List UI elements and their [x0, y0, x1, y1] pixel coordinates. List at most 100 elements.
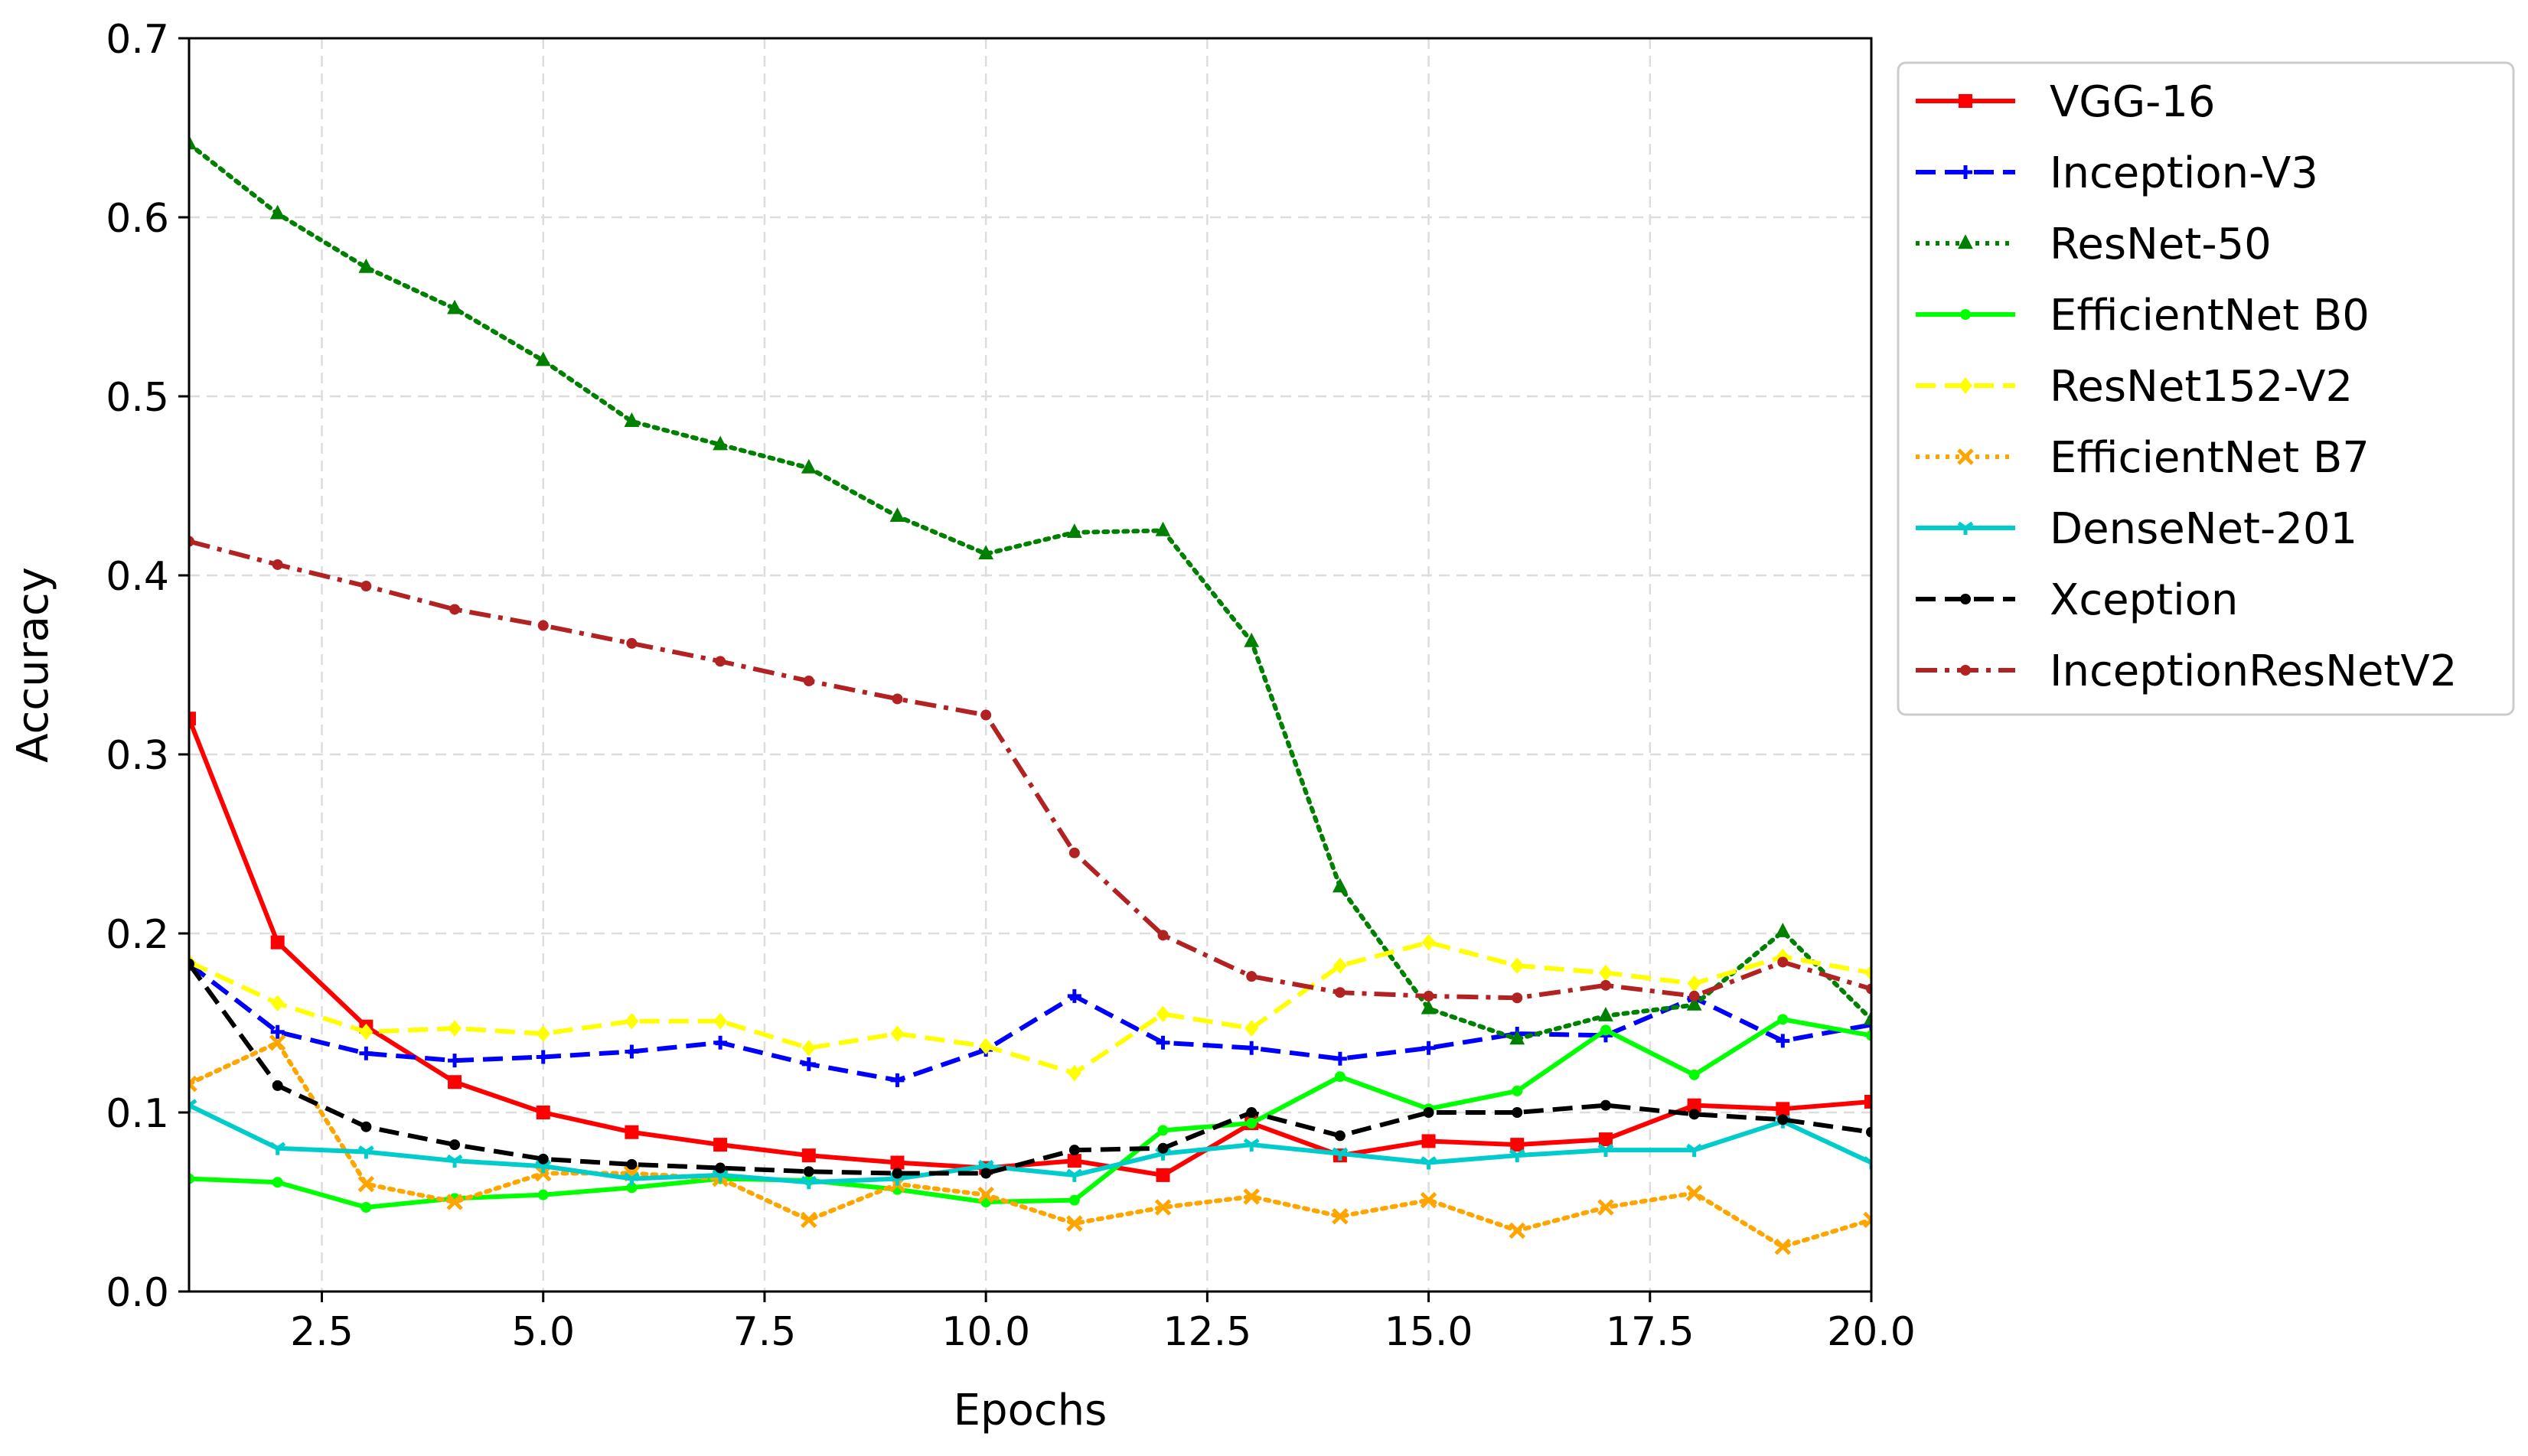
series-inception-v3	[189, 956, 1871, 1087]
series-line-resnet152-v2	[189, 940, 1871, 1076]
data-point	[1154, 1199, 1172, 1216]
data-point	[1687, 975, 1701, 992]
data-point	[713, 1035, 728, 1050]
data-point	[360, 581, 372, 592]
series-line-resnet-50	[189, 142, 1871, 1042]
data-point	[626, 1158, 638, 1170]
data-point	[623, 1172, 640, 1186]
data-point	[715, 656, 726, 667]
data-point	[978, 545, 994, 560]
data-point	[1686, 995, 1702, 1011]
data-point	[801, 1175, 817, 1190]
data-point	[1775, 922, 1791, 937]
legend-marker	[1959, 377, 1972, 394]
x-tick-label: 12.5	[1163, 1309, 1251, 1355]
data-point	[889, 507, 905, 522]
data-point	[1688, 1109, 1700, 1120]
data-point	[624, 412, 640, 427]
data-point	[272, 559, 283, 570]
data-point	[270, 995, 285, 1012]
axis-ticks: 2.5 5.0 7.5 10.0 12.5 15.0 17.5 20.0 0.0 0.1 0.2 0.…	[106, 17, 1916, 1355]
data-point	[269, 1142, 286, 1155]
data-point	[1686, 1143, 1703, 1158]
data-point	[535, 1159, 552, 1174]
data-point	[1597, 1199, 1614, 1216]
data-point	[801, 1211, 817, 1229]
y-tick-label: 0.6	[106, 196, 169, 242]
data-point	[1512, 1107, 1523, 1118]
data-point	[1597, 1143, 1614, 1158]
data-point	[448, 1054, 462, 1068]
data-point	[1777, 956, 1789, 968]
legend-label: Xception	[2050, 575, 2238, 625]
x-tick-label: 5.0	[511, 1309, 575, 1355]
data-point	[535, 351, 551, 366]
legend-marker	[1957, 448, 1974, 465]
data-point	[801, 458, 817, 474]
data-point	[1068, 1145, 1080, 1156]
y-tick-label: 0.4	[106, 554, 169, 600]
data-point	[1685, 1184, 1703, 1202]
data-point	[1866, 1030, 1871, 1041]
series-vgg-16	[189, 712, 1871, 1182]
data-point	[1156, 1035, 1170, 1050]
data-point	[713, 1138, 728, 1152]
x-tick-label: 10.0	[941, 1309, 1030, 1355]
data-point	[1421, 933, 1436, 951]
data-point	[890, 1155, 905, 1170]
data-point	[189, 958, 194, 969]
data-point	[1600, 1024, 1611, 1036]
data-point	[977, 1186, 994, 1204]
data-point	[536, 1025, 550, 1042]
data-point	[1421, 1041, 1436, 1055]
data-point	[1155, 521, 1171, 536]
data-point	[712, 1168, 729, 1182]
data-point	[189, 712, 196, 726]
data-point	[446, 1154, 463, 1168]
data-point	[1243, 1188, 1260, 1205]
data-point	[1157, 1142, 1169, 1154]
data-point	[625, 1044, 639, 1059]
data-point	[1598, 1132, 1613, 1147]
x-tick-label: 2.5	[290, 1309, 354, 1355]
data-point	[1423, 1107, 1434, 1118]
data-point	[1863, 1211, 1871, 1229]
data-point	[1068, 1194, 1080, 1206]
data-point	[1510, 957, 1525, 974]
data-point	[1864, 964, 1871, 982]
data-point	[189, 1075, 197, 1093]
legend-item-inceptionresnetv2: InceptionResNetV2	[1916, 647, 2457, 696]
x-tick-label: 17.5	[1606, 1309, 1695, 1355]
data-point	[1600, 979, 1611, 991]
data-point	[536, 1106, 550, 1119]
legend-marker	[1960, 309, 1971, 320]
data-point	[357, 1145, 374, 1159]
data-point	[269, 1034, 286, 1051]
y-tick-label: 0.0	[106, 1270, 169, 1316]
data-point	[537, 1153, 549, 1164]
data-point	[1246, 1118, 1257, 1129]
data-point	[189, 135, 197, 150]
series-line-efficientnet-b7	[189, 1040, 1871, 1249]
series-resnet152-v2	[189, 933, 1871, 1082]
data-point	[980, 709, 992, 721]
data-point	[1688, 1069, 1700, 1080]
data-point	[272, 1080, 283, 1091]
data-point	[1068, 847, 1080, 858]
data-point	[803, 1166, 814, 1178]
series-xception	[189, 958, 1871, 1179]
data-point	[1774, 1238, 1792, 1256]
data-point	[360, 1121, 372, 1132]
data-point	[979, 1037, 993, 1055]
series-line-xception	[189, 963, 1871, 1176]
data-point	[1598, 964, 1613, 982]
y-tick-label: 0.3	[106, 733, 169, 779]
data-point	[1421, 999, 1437, 1015]
data-point	[801, 1057, 816, 1071]
legend-label: ResNet152-V2	[2050, 362, 2353, 412]
data-point	[448, 1075, 462, 1090]
x-tick-label: 20.0	[1827, 1309, 1916, 1355]
data-point	[1512, 1085, 1523, 1096]
data-point	[1244, 1020, 1259, 1037]
